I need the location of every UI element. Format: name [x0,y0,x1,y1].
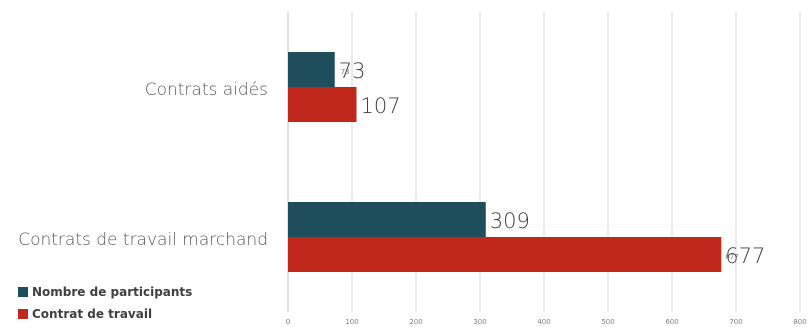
data-label: 677 [725,244,765,268]
x-tick-label: 800 [793,318,806,326]
legend-label-contrat: Contrat de travail [32,307,153,321]
data-label: 73 [339,59,366,83]
category-labels: Contrats aidés Contrats de travail marcha… [18,80,268,250]
bar [288,52,335,87]
bars [288,52,722,272]
x-tick-label: 500 [601,318,614,326]
legend-item-participants: Nombre de participants [18,281,192,303]
legend-label-participants: Nombre de participants [32,285,193,299]
bar [288,87,357,122]
small-data-label: 677 [725,253,738,261]
x-tick-label: 700 [729,318,742,326]
x-tick-label: 200 [409,318,422,326]
small-data-label: 73 [341,68,350,76]
category-label: Contrats aidés [145,80,268,100]
data-label: 309 [490,209,530,233]
x-tick-label: 100 [345,318,358,326]
x-tick-labels: 0 100 200 300 400 500 600 700 800 [286,318,807,326]
legend-swatch-participants [18,287,28,297]
gridlines [287,12,801,312]
category-label: Contrats de travail marchand [18,230,268,250]
x-tick-label: 300 [473,318,486,326]
x-tick-label: 600 [665,318,678,326]
legend: Nombre de participants Contrat de travai… [18,281,192,325]
data-label: 107 [360,94,400,118]
legend-item-contrat: Contrat de travail [18,303,192,325]
bar [288,202,486,237]
x-tick-label: 400 [537,318,550,326]
legend-swatch-contrat [18,309,28,319]
x-tick-label: 0 [286,318,290,326]
bar [288,237,722,272]
